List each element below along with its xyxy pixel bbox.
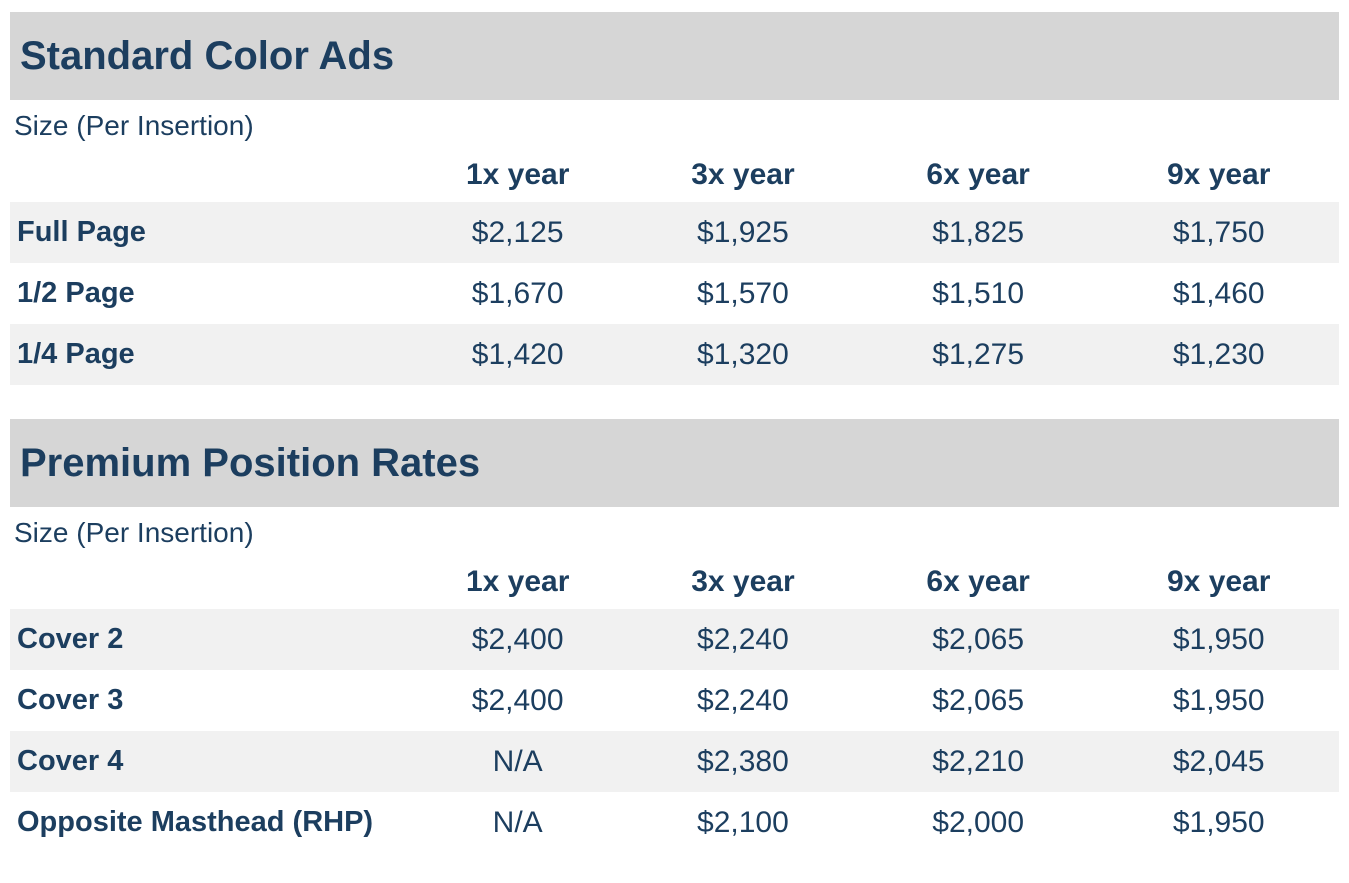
table-row-cover-2: Cover 2 $2,400 $2,240 $2,065 $1,950: [10, 609, 1339, 670]
price-cell: $1,950: [1172, 622, 1265, 656]
price-cell: $1,420: [471, 337, 564, 371]
price-cell: $2,400: [471, 622, 564, 656]
premium-position-rates-section: Premium Position Rates Size (Per Inserti…: [10, 419, 1339, 853]
price-cell: $1,570: [697, 276, 789, 310]
price-cell: $2,100: [697, 805, 789, 839]
price-cell: $2,240: [697, 683, 789, 717]
column-header-9x-year: 9x year: [1166, 565, 1271, 598]
row-label: Cover 2: [17, 623, 124, 655]
price-cell: $1,750: [1172, 215, 1265, 249]
column-header-row: 1x year 3x year 6x year 9x year: [10, 142, 1339, 202]
table-row-half-page: 1/2 Page $1,670 $1,570 $1,510 $1,460: [10, 263, 1339, 324]
empty-header-cell: [10, 549, 407, 609]
row-label: Cover 3: [17, 684, 124, 716]
row-label: Opposite Masthead (RHP): [17, 806, 374, 838]
row-label: 1/2 Page: [17, 277, 135, 309]
size-per-insertion-label: Size (Per Insertion): [14, 517, 254, 548]
section-title: Standard Color Ads: [20, 34, 395, 78]
price-cell: $1,320: [697, 337, 789, 371]
price-cell: $2,240: [697, 622, 789, 656]
column-header-1x-year: 1x year: [465, 565, 570, 598]
column-header-3x-year: 3x year: [691, 158, 795, 191]
section-divider-space: [10, 385, 1339, 419]
column-header-9x-year: 9x year: [1166, 158, 1271, 191]
row-label: 1/4 Page: [17, 338, 135, 370]
price-cell: N/A: [492, 744, 543, 778]
price-cell: $1,230: [1172, 337, 1265, 371]
section-title: Premium Position Rates: [20, 441, 481, 485]
price-cell: $1,825: [932, 215, 1025, 249]
table-row-quarter-page: 1/4 Page $1,420 $1,320 $1,275 $1,230: [10, 324, 1339, 385]
price-cell: $2,400: [471, 683, 564, 717]
price-cell: $2,125: [471, 215, 564, 249]
section-title-banner: Standard Color Ads: [10, 12, 1339, 100]
price-cell: $2,045: [1172, 744, 1265, 778]
price-cell: $2,065: [932, 622, 1025, 656]
standard-color-ads-table: 1x year 3x year 6x year 9x year Full Pag…: [10, 142, 1339, 385]
standard-color-ads-section: Standard Color Ads Size (Per Insertion) …: [10, 12, 1339, 385]
price-cell: $1,950: [1172, 805, 1265, 839]
price-cell: $1,670: [471, 276, 564, 310]
size-per-insertion-label: Size (Per Insertion): [14, 110, 254, 141]
row-label: Full Page: [17, 216, 146, 248]
price-cell: $1,950: [1172, 683, 1265, 717]
premium-position-rates-table: 1x year 3x year 6x year 9x year Cover 2 …: [10, 549, 1339, 853]
table-row-cover-3: Cover 3 $2,400 $2,240 $2,065 $1,950: [10, 670, 1339, 731]
price-cell: $1,925: [697, 215, 789, 249]
column-header-6x-year: 6x year: [926, 158, 1030, 191]
table-row-cover-4: Cover 4 N/A $2,380 $2,210 $2,045: [10, 731, 1339, 792]
column-header-row: 1x year 3x year 6x year 9x year: [10, 549, 1339, 609]
price-cell: $1,510: [932, 276, 1025, 310]
row-label: Cover 4: [17, 745, 124, 777]
price-cell: $1,275: [932, 337, 1025, 371]
table-row-full-page: Full Page $2,125 $1,925 $1,825 $1,750: [10, 202, 1339, 263]
price-cell: $1,460: [1172, 276, 1265, 310]
column-header-1x-year: 1x year: [465, 158, 570, 191]
price-cell: $2,380: [697, 744, 789, 778]
price-cell: $2,210: [932, 744, 1025, 778]
empty-header-cell: [10, 142, 407, 202]
column-header-3x-year: 3x year: [691, 565, 795, 598]
price-cell: $2,000: [932, 805, 1025, 839]
price-cell: $2,065: [932, 683, 1025, 717]
table-row-opposite-masthead: Opposite Masthead (RHP) N/A $2,100 $2,00…: [10, 792, 1339, 853]
price-cell: N/A: [492, 805, 543, 839]
column-header-6x-year: 6x year: [926, 565, 1030, 598]
section-title-banner: Premium Position Rates: [10, 419, 1339, 507]
